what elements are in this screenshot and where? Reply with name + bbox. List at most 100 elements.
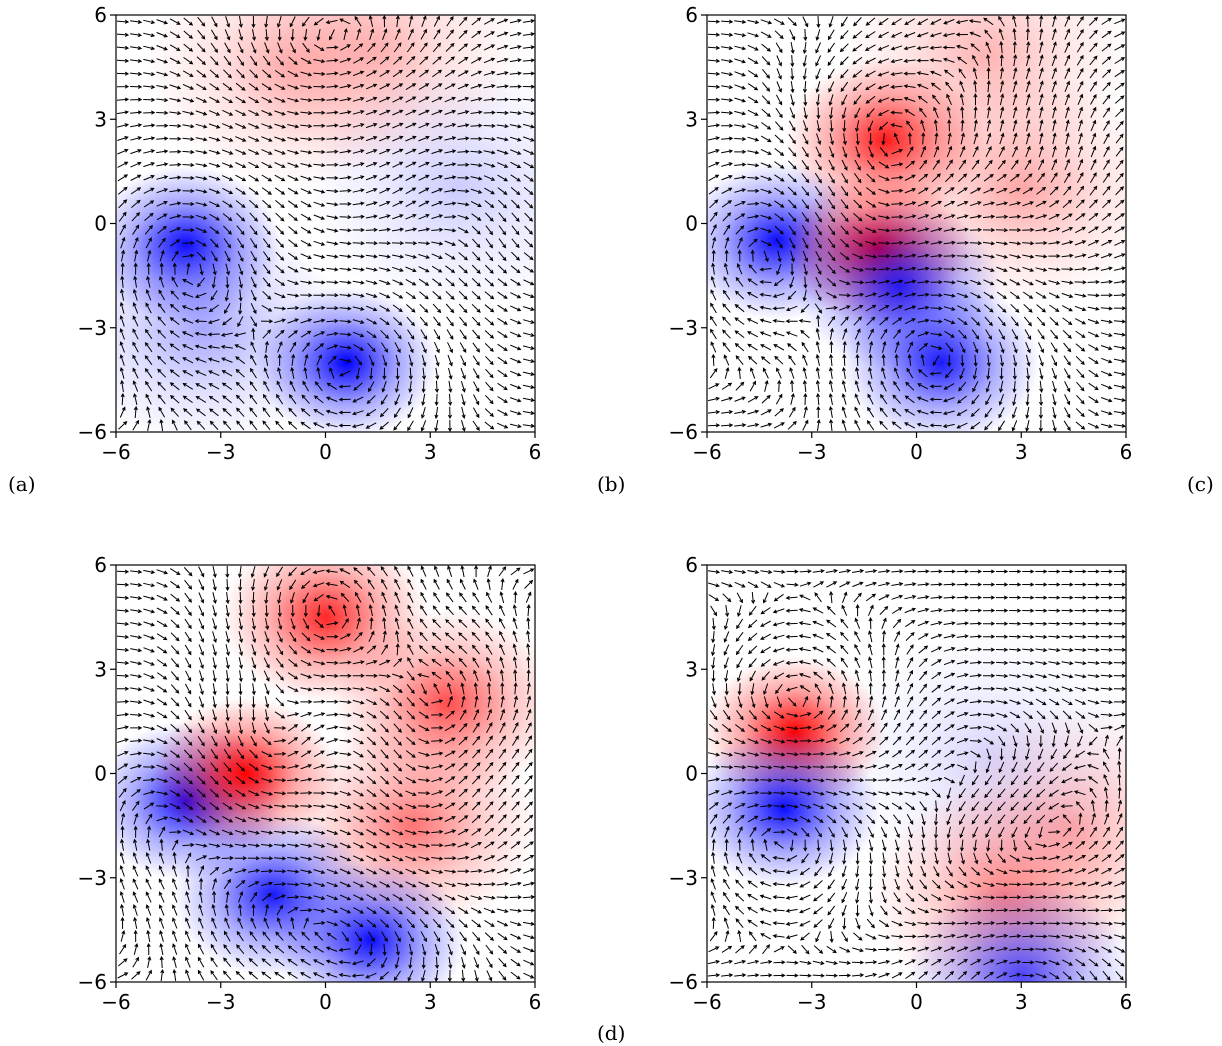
quiver-arrow xyxy=(708,186,719,195)
quiver-arrow xyxy=(1088,212,1099,221)
quiver-arrow xyxy=(1115,186,1125,196)
quiver-arrow xyxy=(145,891,152,903)
quiver-arrow xyxy=(799,685,811,693)
quiver-arrow xyxy=(117,972,129,979)
quiver-arrow xyxy=(524,225,534,235)
quiver-arrow xyxy=(498,238,507,249)
quiver-arrow xyxy=(904,292,917,298)
quiver-arrow xyxy=(1009,934,1022,939)
quiver-arrow xyxy=(919,801,927,812)
quiver-arrow xyxy=(1100,253,1113,259)
quiver-arrow xyxy=(277,618,283,631)
quiver-arrow xyxy=(120,812,126,825)
quiver-arrow xyxy=(432,278,443,287)
quiver-arrow xyxy=(973,839,978,852)
quiver-arrow xyxy=(762,592,769,604)
quiver-arrow xyxy=(208,383,220,390)
quiver-arrow xyxy=(338,973,351,978)
quiver-arrow xyxy=(1012,393,1017,406)
quiver-arrow xyxy=(172,917,178,929)
quiver-arrow xyxy=(762,82,771,92)
quiver-arrow xyxy=(158,865,165,877)
quiver-arrow xyxy=(802,695,809,708)
quiver-arrow xyxy=(133,275,138,288)
quiver-arrow xyxy=(1063,342,1072,353)
quiver-arrow xyxy=(444,869,457,874)
quiver-arrow xyxy=(199,263,204,276)
quiver-arrow xyxy=(930,280,943,285)
quiver-arrow xyxy=(996,660,1009,665)
quiver-arrow xyxy=(985,145,992,158)
quiver-arrow xyxy=(1101,43,1112,52)
quiver-arrow xyxy=(969,214,982,219)
quiver-arrow xyxy=(1061,881,1074,886)
x-tick-label: 3 xyxy=(1015,990,1028,1014)
quiver-arrow xyxy=(262,212,272,222)
quiver-arrow xyxy=(828,366,833,379)
quiver-arrow xyxy=(904,188,917,194)
quiver-arrow xyxy=(276,380,283,392)
quiver-arrow xyxy=(775,684,783,695)
quiver-arrow xyxy=(522,332,535,337)
quiver-arrow xyxy=(234,856,248,861)
quiver-arrow xyxy=(1025,354,1031,367)
quiver-arrow xyxy=(524,748,533,759)
quiver-arrow xyxy=(392,842,404,849)
quiver-arrow xyxy=(169,136,182,141)
quiver-arrow xyxy=(931,671,942,680)
quiver-arrow xyxy=(169,227,182,233)
quiver-arrow xyxy=(381,931,388,943)
quiver-arrow xyxy=(525,591,532,603)
quiver-arrow xyxy=(868,133,873,146)
quiver-arrow xyxy=(209,408,219,417)
quiver-arrow xyxy=(392,200,404,207)
quiver-arrow xyxy=(156,45,168,51)
quiver-arrow xyxy=(894,878,900,891)
quiver-arrow xyxy=(274,136,287,142)
quiver-arrow xyxy=(906,656,914,668)
quiver-arrow xyxy=(338,410,351,415)
quiver-arrow xyxy=(1026,735,1031,748)
quiver-arrow xyxy=(446,316,454,327)
quiver-arrow xyxy=(264,353,269,366)
quiver-arrow xyxy=(368,604,373,617)
quiver-arrow xyxy=(172,891,178,903)
quiver-arrow xyxy=(1064,735,1069,748)
quiver-arrow xyxy=(393,420,402,431)
quiver-arrow xyxy=(982,673,996,678)
quiver-arrow xyxy=(352,306,365,311)
quiver-arrow xyxy=(498,212,507,223)
quiver-arrow xyxy=(799,581,812,587)
quiver-arrow xyxy=(747,619,758,629)
quiver-arrow xyxy=(366,762,377,772)
quiver-arrow xyxy=(431,227,444,232)
quiver-arrow xyxy=(828,146,835,158)
quiver-arrow xyxy=(382,367,387,380)
quiver-arrow xyxy=(773,829,786,835)
quiver-arrow xyxy=(418,751,431,757)
quiver-arrow xyxy=(1022,254,1035,259)
quiver-arrow xyxy=(238,302,243,315)
quiver-arrow xyxy=(366,645,377,654)
quiver-arrow xyxy=(300,175,313,181)
quiver-arrow xyxy=(996,595,1009,600)
quiver-arrow xyxy=(930,921,943,926)
quiver-arrow xyxy=(1115,146,1124,157)
quiver-arrow xyxy=(185,890,191,903)
quiver-arrow xyxy=(813,906,824,915)
quiver-arrow xyxy=(881,630,887,643)
quiver-arrow xyxy=(326,280,339,285)
quiver-arrow xyxy=(444,96,456,103)
quiver-arrow xyxy=(802,237,809,249)
quiver-arrow xyxy=(1010,775,1019,786)
quiver-arrow xyxy=(1063,185,1072,196)
quiver-arrow xyxy=(708,161,720,168)
quiver-arrow xyxy=(1117,747,1122,760)
quiver-arrow xyxy=(366,881,378,888)
quiver-arrow xyxy=(378,254,391,259)
quiver-arrow xyxy=(484,841,495,849)
quiver-arrow xyxy=(325,409,338,415)
quiver-arrow xyxy=(287,843,300,848)
quiver-arrow xyxy=(300,750,312,758)
quiver-arrow xyxy=(116,712,130,717)
